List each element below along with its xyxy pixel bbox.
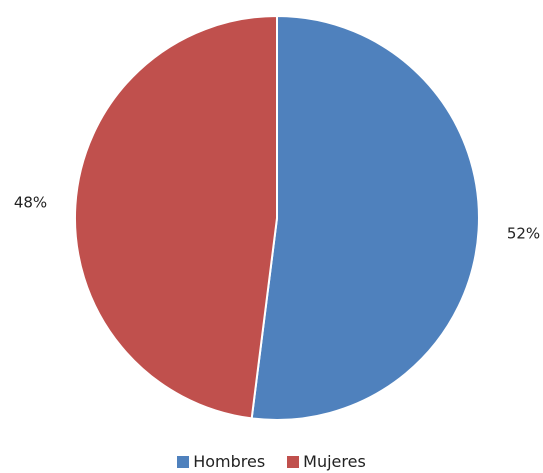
pie-slice-mujeres (73, 14, 278, 420)
legend-item-0: Hombres (177, 452, 265, 471)
legend: Hombres Mujeres (0, 452, 543, 471)
legend-item-1: Mujeres (287, 452, 366, 471)
pie-slice-hombres (250, 14, 480, 421)
legend-swatch-0 (177, 455, 190, 468)
data-label-hombres: 52% (507, 225, 540, 243)
legend-label-1: Mujeres (303, 452, 366, 471)
legend-label-0: Hombres (193, 452, 266, 471)
data-label-mujeres: 48% (14, 194, 47, 212)
legend-swatch-1 (287, 455, 300, 468)
